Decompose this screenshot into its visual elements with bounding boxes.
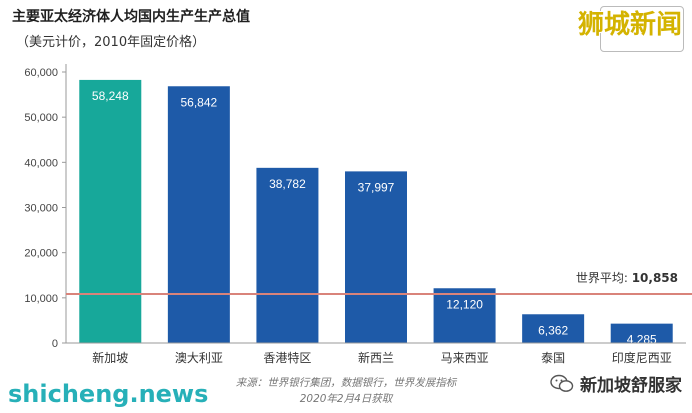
x-tick-label: 香港特区	[263, 350, 311, 365]
source-note: 来源：世界银行集团，数据银行，世界发展指标	[235, 377, 457, 389]
bar-value-label: 38,782	[269, 177, 306, 191]
x-tick-label: 马来西亚	[441, 351, 489, 365]
bar-value-label: 6,362	[538, 323, 568, 337]
bar	[522, 314, 585, 343]
bar	[167, 86, 230, 343]
y-tick-label: 10,000	[24, 293, 58, 305]
bar-value-label: 58,248	[92, 89, 129, 103]
x-tick-label: 印度尼西亚	[612, 350, 672, 365]
x-tick-label: 新西兰	[358, 350, 394, 365]
y-tick-label: 30,000	[24, 203, 58, 215]
x-tick-label: 新加坡	[92, 350, 128, 365]
bar	[345, 171, 407, 343]
y-tick-label: 20,000	[24, 248, 58, 260]
wechat-icon	[550, 374, 574, 392]
y-tick-label: 50,000	[24, 112, 58, 124]
bar	[256, 167, 319, 343]
watermark-top-right: 狮城新闻	[577, 10, 682, 40]
chart-title: 主要亚太经济体人均国内生产生产总值	[12, 9, 250, 25]
x-tick-label: 泰国	[541, 351, 565, 365]
bar	[433, 288, 496, 343]
bar	[610, 323, 673, 343]
bar	[79, 79, 142, 343]
x-tick-label: 澳大利亚	[175, 351, 223, 365]
chart-subtitle: （美元计价，2010年固定价格）	[16, 35, 206, 50]
bar-value-label: 56,842	[181, 95, 218, 109]
watermark-bottom-right-text: 新加坡舒服家	[580, 376, 682, 396]
watermark-bottom-right: 新加坡舒服家	[550, 371, 682, 396]
retrieval-date: 2020年2月4日获取	[299, 393, 393, 405]
world-average-label: 世界平均: 10,858	[576, 271, 678, 285]
bar-value-label: 12,120	[446, 297, 483, 311]
y-tick-label: 60,000	[24, 67, 58, 79]
bar-value-label: 37,997	[358, 180, 395, 194]
y-tick-label: 40,000	[24, 157, 58, 169]
watermark-bottom-left: shicheng.news	[8, 380, 209, 408]
bar-value-label: 4,285	[627, 333, 657, 347]
watermark-frame	[600, 6, 684, 52]
y-tick-label: 0	[52, 338, 58, 350]
